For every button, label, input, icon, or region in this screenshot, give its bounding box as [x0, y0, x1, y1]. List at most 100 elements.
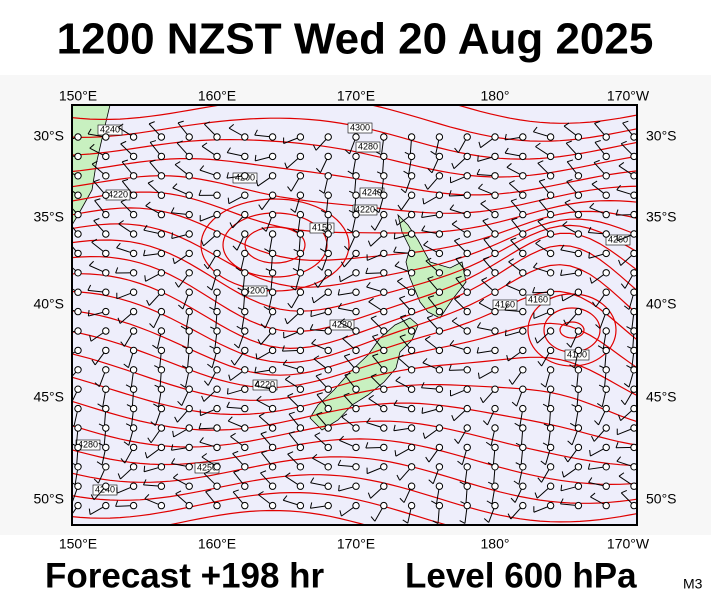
barb-station [75, 270, 81, 276]
barb-station [269, 153, 275, 159]
barb-station [130, 386, 136, 392]
barb-station [575, 153, 581, 159]
barb-station [408, 464, 414, 470]
barb-station [353, 425, 359, 431]
barb-station [603, 425, 609, 431]
barb-station [520, 308, 526, 314]
barb-station [103, 211, 109, 217]
barb-station [103, 386, 109, 392]
barb-station [103, 308, 109, 314]
barb-station [75, 134, 81, 140]
barb-station [353, 289, 359, 295]
barb-station [464, 289, 470, 295]
barb-station [75, 173, 81, 179]
barb-station [353, 405, 359, 411]
barb-station [325, 425, 331, 431]
barb-station [464, 270, 470, 276]
barb-station [492, 211, 498, 217]
barb-station [75, 289, 81, 295]
barb-station [575, 425, 581, 431]
barb-station [158, 211, 164, 217]
barb-station [103, 483, 109, 489]
barb-station [492, 192, 498, 198]
barb-station [547, 502, 553, 508]
contour-label: 4160 [495, 299, 515, 309]
barb-station [575, 192, 581, 198]
barb-station [575, 405, 581, 411]
contour-label: 4160 [528, 294, 548, 304]
barb-station [325, 308, 331, 314]
barb-station [130, 464, 136, 470]
barb-station [353, 367, 359, 373]
barb-station [353, 270, 359, 276]
barb-station [214, 386, 220, 392]
barb-station [297, 425, 303, 431]
lon-label-bottom: 170°W [607, 536, 650, 552]
barb-station [492, 347, 498, 353]
barb-station [130, 270, 136, 276]
barb-station [464, 367, 470, 373]
barb-station [381, 250, 387, 256]
barb-station [408, 444, 414, 450]
barb-station [158, 444, 164, 450]
barb-station [158, 367, 164, 373]
barb-station [492, 289, 498, 295]
barb-station [75, 502, 81, 508]
barb-station [186, 211, 192, 217]
barb-station [547, 367, 553, 373]
barb-station [353, 192, 359, 198]
barb-station [575, 483, 581, 489]
barb-station [464, 425, 470, 431]
barb-station [103, 153, 109, 159]
barb-station [381, 153, 387, 159]
barb-station [186, 444, 192, 450]
barb-station [408, 289, 414, 295]
barb-station [130, 211, 136, 217]
barb-station [492, 270, 498, 276]
barb-station [158, 192, 164, 198]
barb-station [186, 328, 192, 334]
barb-station [186, 425, 192, 431]
barb-station [186, 134, 192, 140]
barb-station [158, 270, 164, 276]
barb-station [297, 153, 303, 159]
barb-station [186, 289, 192, 295]
barb-station [520, 328, 526, 334]
barb-station [520, 386, 526, 392]
lat-label-left: 50°S [33, 491, 64, 507]
barb-flag [145, 275, 146, 281]
barb-station [325, 483, 331, 489]
lon-label-top: 160°E [198, 88, 236, 104]
barb-station [242, 425, 248, 431]
barb-station [408, 502, 414, 508]
barb-station [464, 134, 470, 140]
barb-station [408, 250, 414, 256]
barb-station [130, 405, 136, 411]
barb-station [436, 308, 442, 314]
barb-station [130, 367, 136, 373]
barb-station [603, 483, 609, 489]
barb-station [297, 328, 303, 334]
barb-flag [228, 388, 229, 394]
barb-station [408, 173, 414, 179]
barb-station [575, 134, 581, 140]
barb-station [547, 308, 553, 314]
barb-station [408, 211, 414, 217]
lon-label-bottom: 160°E [198, 536, 236, 552]
barb-station [353, 464, 359, 470]
barb-station [158, 328, 164, 334]
barb-station [214, 153, 220, 159]
barb-station [75, 250, 81, 256]
barb-station [186, 192, 192, 198]
barb-station [214, 444, 220, 450]
barb-station [75, 231, 81, 237]
barb-station [408, 134, 414, 140]
barb-station [242, 464, 248, 470]
barb-station [520, 134, 526, 140]
barb-station [325, 153, 331, 159]
barb-station [186, 153, 192, 159]
barb-station [547, 425, 553, 431]
barb-station [269, 270, 275, 276]
barb-station [436, 211, 442, 217]
barb-station [242, 134, 248, 140]
